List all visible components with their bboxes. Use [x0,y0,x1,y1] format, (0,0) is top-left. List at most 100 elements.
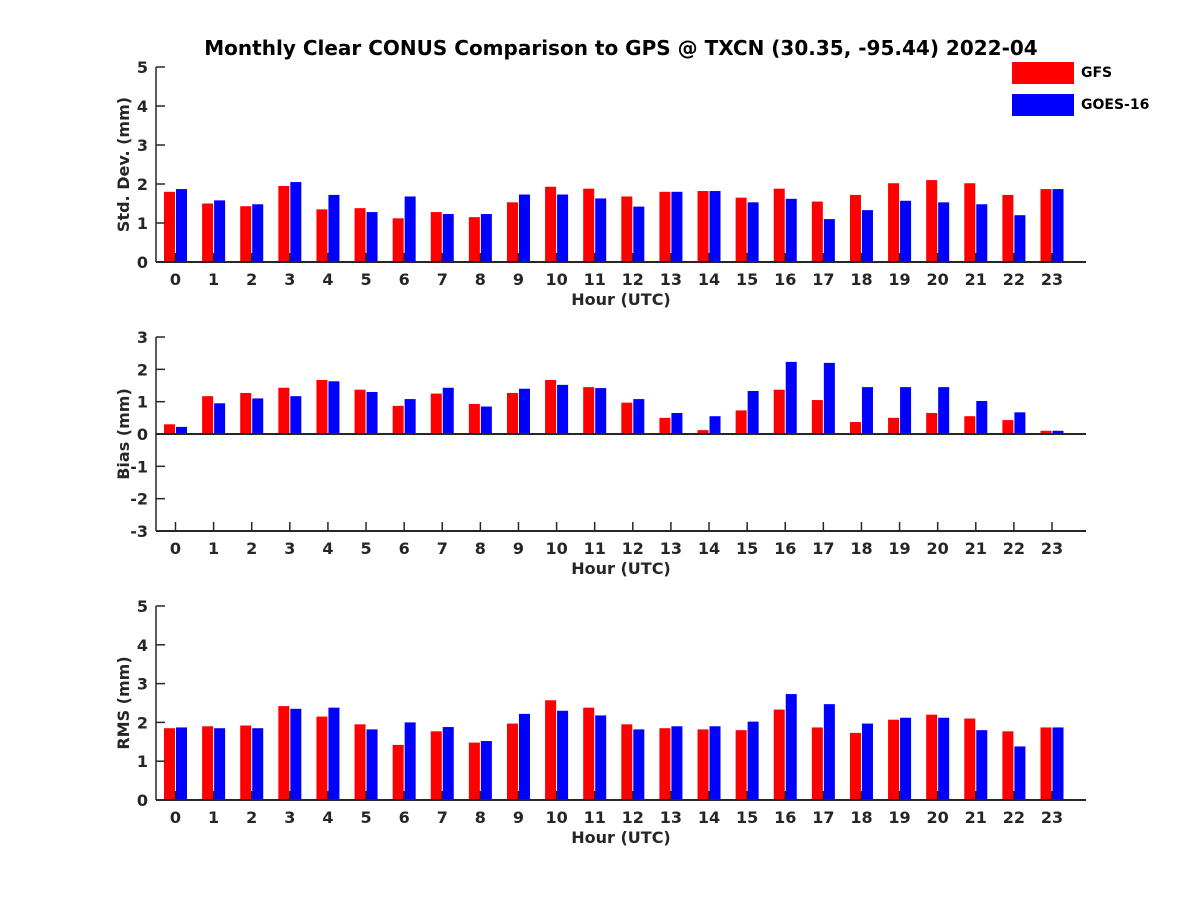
x-tick-label-rms: 22 [1003,808,1025,827]
bar-rms-gfs-10 [545,700,557,800]
bar-rms-goes16-9 [518,713,530,800]
bar-rms-gfs-20 [926,714,938,800]
bar-stddev-goes16-15 [747,202,759,262]
x-tick-label-stddev: 4 [322,270,333,289]
bar-stddev-goes16-14 [709,191,721,262]
bar-stddev-goes16-12 [633,206,645,262]
bar-rms-gfs-1 [202,726,214,800]
bar-rms-goes16-22 [1014,746,1026,800]
x-tick-label-rms: 21 [965,808,987,827]
x-tick-label-bias: 19 [888,539,910,558]
bar-stddev-gfs-7 [430,212,442,262]
y-tick-label-bias: 0 [137,425,148,444]
bar-bias-goes16-21 [976,401,988,434]
bar-stddev-gfs-8 [468,217,480,262]
bar-rms-gfs-21 [964,718,976,800]
bar-stddev-goes16-22 [1014,215,1026,262]
bar-bias-goes16-5 [366,391,378,434]
x-tick-label-stddev: 1 [208,270,219,289]
bar-rms-goes16-4 [328,707,340,800]
bar-stddev-goes16-5 [366,212,378,262]
x-tick-label-rms: 1 [208,808,219,827]
bar-bias-goes16-15 [747,390,759,434]
bar-rms-goes16-17 [823,704,835,800]
bar-rms-goes16-14 [709,726,721,800]
bar-rms-gfs-4 [316,716,328,800]
x-tick-label-rms: 14 [698,808,720,827]
bar-stddev-gfs-14 [697,191,709,262]
bar-stddev-gfs-3 [278,185,290,262]
x-tick-label-rms: 20 [927,808,949,827]
x-tick-label-stddev: 5 [360,270,371,289]
bar-rms-goes16-3 [290,708,302,800]
bar-bias-gfs-17 [811,400,823,434]
x-tick-label-rms: 15 [736,808,758,827]
x-tick-label-stddev: 14 [698,270,720,289]
x-tick-label-rms: 0 [170,808,181,827]
x-tick-label-bias: 16 [774,539,796,558]
bar-bias-goes16-1 [214,403,226,434]
x-tick-label-rms: 18 [850,808,872,827]
bar-bias-goes16-2 [252,398,264,434]
x-tick-label-bias: 11 [584,539,606,558]
bar-bias-gfs-22 [1002,420,1014,434]
x-tick-label-stddev: 12 [622,270,644,289]
bar-stddev-gfs-23 [1040,189,1052,262]
legend-label-goes16: GOES-16 [1081,97,1150,113]
bar-rms-goes16-18 [861,723,873,800]
bar-rms-goes16-1 [214,728,226,800]
bar-rms-goes16-5 [366,729,378,800]
legend-item-goes16: GOES-16 [1012,94,1182,116]
bar-bias-goes16-13 [671,412,683,434]
bar-rms-goes16-21 [976,730,988,800]
bar-stddev-gfs-4 [316,209,328,262]
x-tick-label-rms: 7 [437,808,448,827]
bar-bias-gfs-5 [354,389,366,434]
x-tick-label-bias: 5 [360,539,371,558]
bar-stddev-goes16-11 [595,198,607,262]
bar-bias-goes16-10 [557,384,569,434]
bar-bias-goes16-22 [1014,412,1026,434]
bar-bias-gfs-15 [735,410,747,434]
legend-swatch-gfs [1012,62,1074,84]
bar-rms-goes16-23 [1052,727,1064,800]
bar-rms-gfs-11 [583,707,595,800]
x-tick-label-stddev: 19 [888,270,910,289]
bar-stddev-goes16-1 [214,200,226,262]
y-tick-label-bias: 1 [137,393,148,412]
y-tick-label-stddev: 5 [137,58,148,77]
bar-rms-gfs-17 [811,727,823,800]
x-tick-label-rms: 10 [545,808,567,827]
x-tick-label-bias: 14 [698,539,720,558]
bar-bias-gfs-23 [1040,430,1052,434]
bar-rms-goes16-15 [747,721,759,800]
bar-bias-goes16-14 [709,416,721,434]
bar-rms-gfs-12 [621,724,633,800]
bar-rms-goes16-19 [900,717,912,800]
x-tick-label-rms: 9 [513,808,524,827]
x-tick-label-rms: 5 [360,808,371,827]
bar-stddev-gfs-13 [659,191,671,262]
bar-rms-gfs-0 [164,728,175,800]
bar-rms-goes16-20 [938,717,950,800]
bar-bias-gfs-19 [888,417,900,434]
x-tick-label-stddev: 15 [736,270,758,289]
bar-stddev-goes16-8 [480,214,492,262]
bar-stddev-gfs-9 [506,202,518,262]
bar-rms-gfs-19 [888,719,900,800]
legend: GFS GOES-16 [1012,60,1182,120]
x-tick-label-bias: 4 [322,539,333,558]
x-tick-label-bias: 12 [622,539,644,558]
bar-bias-goes16-7 [442,387,454,434]
x-tick-label-bias: 18 [850,539,872,558]
bar-rms-gfs-5 [354,724,366,800]
x-tick-label-bias: 6 [399,539,410,558]
bar-rms-gfs-22 [1002,731,1014,800]
y-tick-label-bias: 3 [137,328,148,347]
x-tick-label-rms: 19 [888,808,910,827]
bar-bias-gfs-0 [164,424,175,434]
x-tick-label-bias: 2 [246,539,257,558]
bar-bias-gfs-3 [278,387,290,434]
